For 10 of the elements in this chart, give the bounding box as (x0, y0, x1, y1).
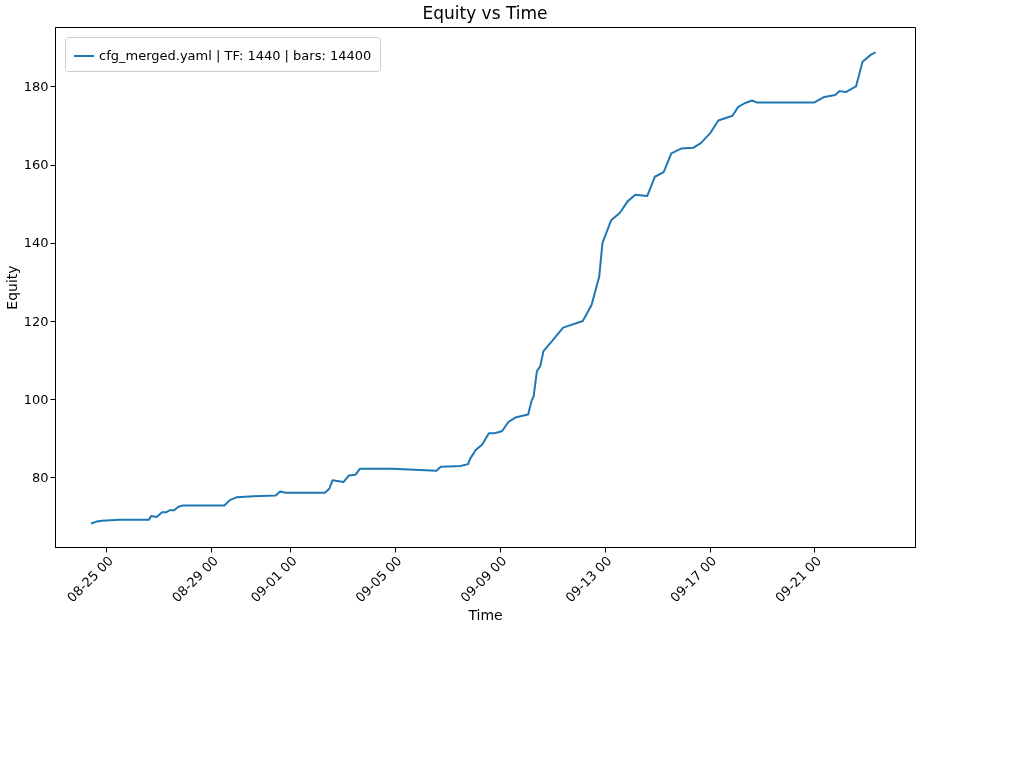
legend-label: cfg_merged.yaml | TF: 1440 | bars: 14400 (99, 48, 372, 63)
y-tick-label: 180 (23, 78, 49, 94)
y-tick-label: 140 (23, 235, 49, 251)
y-tick-label: 80 (31, 469, 49, 485)
y-axis-title: Equity (3, 265, 20, 310)
y-tick-label: 160 (23, 157, 49, 173)
chart-title: Equity vs Time (422, 3, 548, 23)
y-tick-label: 100 (23, 391, 49, 407)
x-axis-title: Time (467, 607, 503, 624)
y-tick-label: 120 (23, 313, 49, 329)
